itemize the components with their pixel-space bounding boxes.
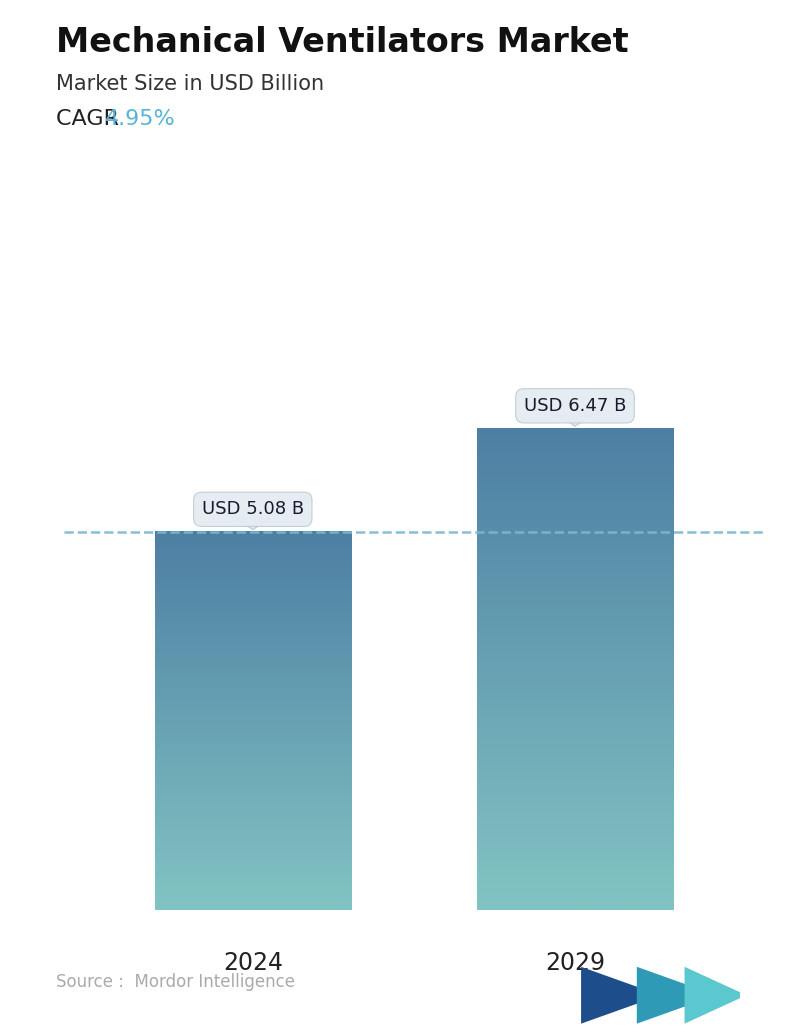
Polygon shape [685,967,740,1024]
Polygon shape [557,415,592,426]
Text: 2024: 2024 [223,951,283,975]
Polygon shape [581,967,661,1024]
Text: CAGR: CAGR [56,109,126,128]
Text: 4.95%: 4.95% [105,109,176,128]
Polygon shape [637,967,716,1024]
Text: 2029: 2029 [545,951,605,975]
Text: Market Size in USD Billion: Market Size in USD Billion [56,74,324,94]
Text: Source :  Mordor Intelligence: Source : Mordor Intelligence [56,973,295,991]
Text: USD 5.08 B: USD 5.08 B [201,500,304,518]
Text: USD 6.47 B: USD 6.47 B [524,397,626,415]
Text: Mechanical Ventilators Market: Mechanical Ventilators Market [56,26,628,59]
Polygon shape [236,518,271,529]
